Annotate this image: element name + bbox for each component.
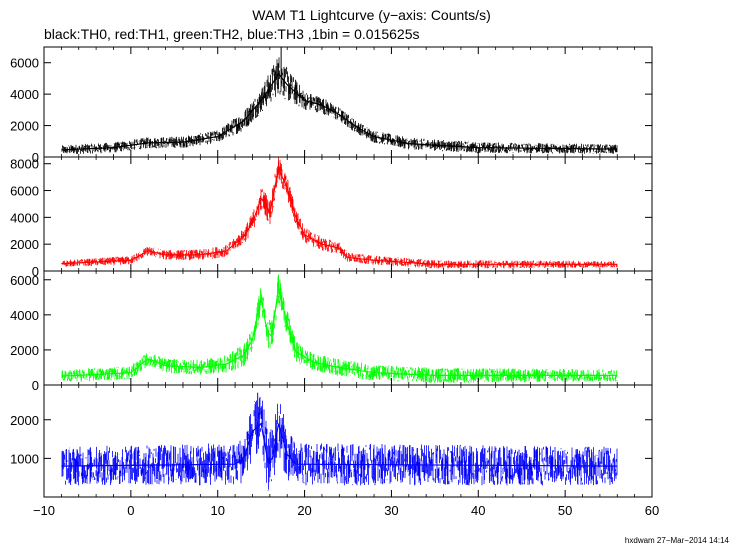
- y-tick-label: 2000: [10, 237, 39, 252]
- series-th3-noise: [61, 396, 618, 491]
- y-tick-label: 6000: [10, 184, 39, 199]
- y-tick-label: 6000: [10, 273, 39, 288]
- series-th1-line: [61, 167, 618, 265]
- y-tick-label: 4000: [10, 87, 39, 102]
- panel-frame-th0: [43, 46, 653, 158]
- x-tick-label: 60: [645, 503, 659, 518]
- series-th3-line: [61, 422, 618, 467]
- y-tick-label: 4000: [10, 308, 39, 323]
- series-th2-line: [61, 288, 618, 377]
- y-tick-label: 2000: [10, 343, 39, 358]
- y-tick-label: 6000: [10, 56, 39, 71]
- footer-stamp: hxdwam 27−Mar−2014 14:14: [624, 536, 729, 545]
- x-tick-label: 30: [384, 503, 398, 518]
- series-th0-line: [61, 72, 618, 151]
- y-tick-label: 4000: [10, 210, 39, 225]
- x-tick-label: 0: [127, 503, 134, 518]
- x-tick-label: 20: [297, 503, 311, 518]
- series-th0-noise: [61, 57, 618, 154]
- panel-frame-th1: [43, 156, 653, 272]
- y-tick-label: 0: [32, 264, 39, 279]
- x-tick-label: 50: [558, 503, 572, 518]
- x-tick-label: 40: [471, 503, 485, 518]
- y-tick-label: 0: [32, 150, 39, 165]
- x-tick-label: −10: [33, 503, 55, 518]
- y-tick-label: 0: [32, 378, 39, 393]
- y-tick-label: 2000: [10, 119, 39, 134]
- x-tick-label: 10: [210, 503, 224, 518]
- panel-frame-th3: [43, 384, 653, 498]
- chart-subtitle: black:TH0, red:TH1, green:TH2, blue:TH3 …: [44, 26, 420, 42]
- y-tick-label: 2000: [10, 413, 39, 428]
- y-tick-label: 8000: [10, 157, 39, 172]
- chart-title: WAM T1 Lightcurve (y−axis: Counts/s): [252, 7, 491, 23]
- y-tick-label: 1000: [10, 451, 39, 466]
